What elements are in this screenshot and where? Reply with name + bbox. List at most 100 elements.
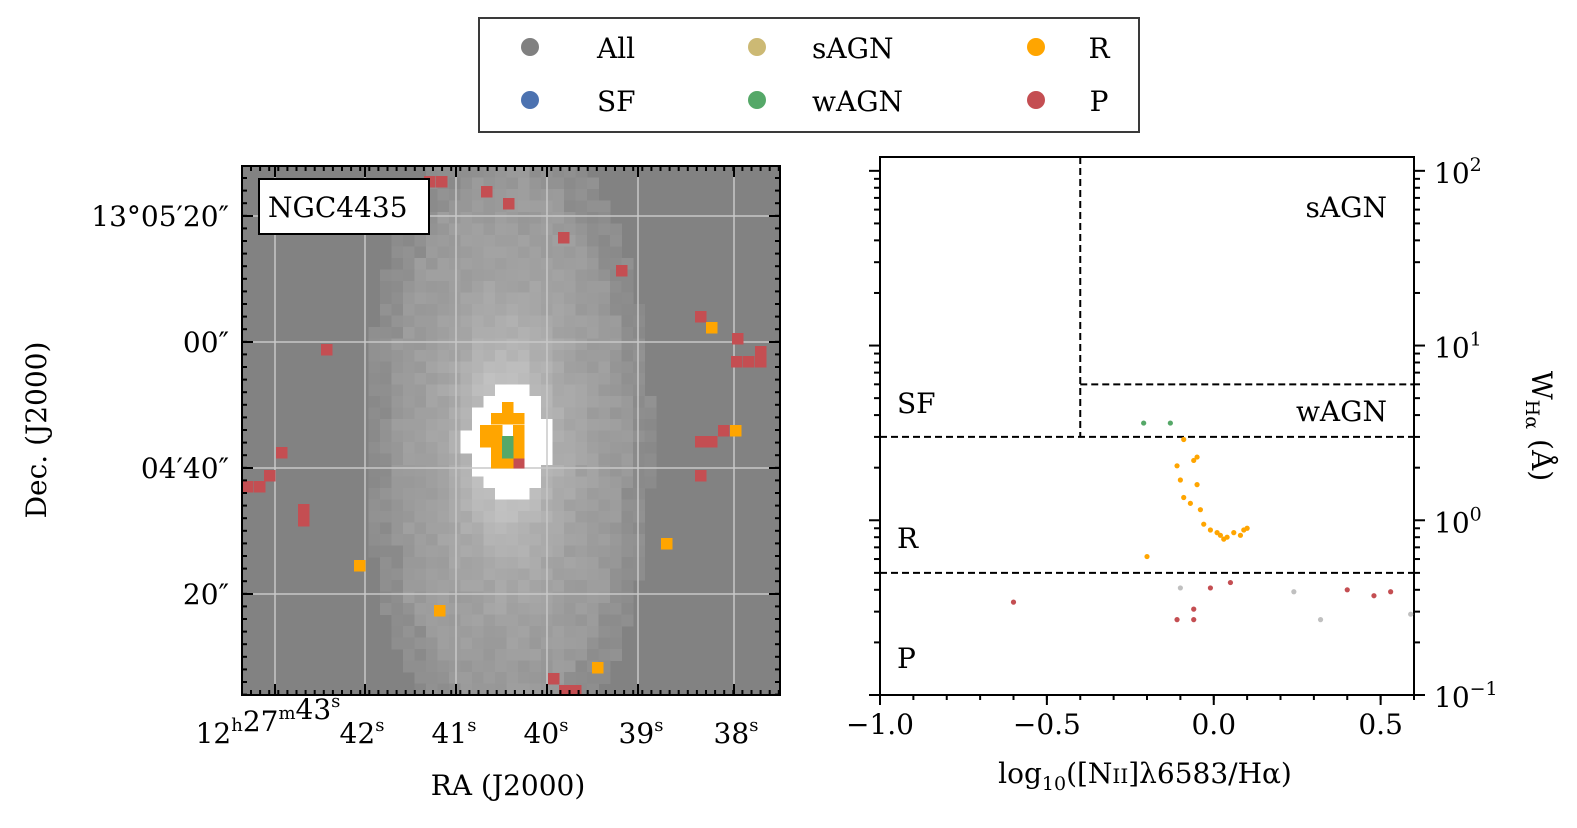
image-pixel (598, 465, 611, 477)
image-pixel (380, 373, 392, 385)
image-pixel (518, 235, 530, 247)
point-r (1144, 553, 1150, 560)
image-pixel (426, 384, 438, 397)
image-pixel (437, 327, 450, 339)
image-pixel (437, 315, 450, 328)
image-pixel (437, 649, 450, 661)
image-pixel (426, 327, 438, 339)
image-pixel (506, 292, 519, 305)
image-pixel (426, 557, 438, 569)
x-tick-label: 0.0 (1191, 708, 1236, 741)
image-pixel (564, 419, 576, 431)
image-pixel (610, 626, 622, 638)
image-pixel (506, 614, 519, 627)
pixel-wagn (502, 436, 514, 448)
image-pixel (587, 522, 599, 535)
image-pixel (449, 200, 461, 213)
image-pixel (483, 396, 496, 408)
image-pixel (426, 683, 438, 695)
image-pixel (575, 396, 588, 408)
image-pixel (472, 499, 484, 512)
image-pixel (633, 442, 645, 454)
ra-tick-label: 41s (432, 715, 477, 750)
image-pixel (472, 258, 484, 270)
image-pixel (426, 350, 438, 362)
image-pixel (633, 545, 645, 558)
image-pixel (391, 269, 404, 282)
image-pixel (575, 212, 588, 224)
image-pixel (518, 626, 530, 638)
image-pixel (414, 568, 427, 581)
legend-marker-sagn (748, 38, 766, 56)
image-pixel (506, 488, 519, 500)
image-pixel (495, 580, 507, 592)
image-pixel (426, 304, 438, 316)
image-pixel (610, 327, 622, 339)
image-pixel (575, 258, 588, 270)
image-pixel (598, 419, 611, 431)
image-pixel (587, 258, 599, 270)
image-pixel (598, 304, 611, 316)
image-pixel (610, 350, 622, 362)
image-pixel (621, 603, 634, 615)
image-pixel (403, 407, 415, 420)
image-pixel (483, 534, 496, 546)
image-pixel (483, 660, 496, 673)
image-pixel (483, 511, 496, 523)
pixel-p (503, 198, 515, 210)
image-pixel (426, 580, 438, 592)
image-pixel (552, 396, 565, 408)
image-pixel (391, 557, 404, 569)
image-pixel (610, 292, 622, 305)
image-pixel (472, 568, 484, 581)
image-pixel (460, 545, 473, 558)
image-pixel (610, 557, 622, 569)
image-pixel (621, 327, 634, 339)
image-pixel (460, 626, 473, 638)
image-pixel (529, 384, 542, 397)
image-pixel (437, 683, 450, 695)
image-pixel (633, 511, 645, 523)
image-pixel (472, 637, 484, 650)
image-pixel (598, 511, 611, 523)
image-pixel (449, 407, 461, 420)
image-pixel (552, 522, 565, 535)
point-r (1174, 463, 1180, 469)
image-pixel (587, 361, 599, 374)
image-pixel (414, 258, 427, 270)
legend-marker-all (521, 38, 539, 56)
image-pixel (472, 315, 484, 328)
image-pixel (380, 350, 392, 362)
image-pixel (472, 223, 484, 236)
pixel-r (491, 436, 503, 448)
image-pixel (610, 453, 622, 466)
image-pixel (472, 338, 484, 351)
image-pixel (575, 545, 588, 558)
image-pixel (610, 430, 622, 443)
image-pixel (621, 614, 634, 627)
image-pixel (426, 430, 438, 443)
image-pixel (472, 626, 484, 638)
image-pixel (621, 315, 634, 328)
image-pixel (495, 557, 507, 569)
image-pixel (644, 442, 657, 454)
image-pixel (380, 557, 392, 569)
image-pixel (564, 580, 576, 592)
image-pixel (633, 522, 645, 535)
image-pixel (506, 568, 519, 581)
image-pixel (529, 465, 542, 477)
image-pixel (506, 315, 519, 328)
image-pixel (587, 545, 599, 558)
image-pixel (414, 511, 427, 523)
image-pixel (587, 603, 599, 615)
image-pixel (449, 499, 461, 512)
point-p (1174, 617, 1180, 623)
image-pixel (506, 626, 519, 638)
xlabel-log: log (998, 757, 1042, 790)
image-pixel (518, 396, 530, 408)
image-pixel (391, 545, 404, 558)
image-pixel (460, 672, 473, 684)
image-pixel (449, 649, 461, 661)
image-pixel (368, 545, 381, 558)
